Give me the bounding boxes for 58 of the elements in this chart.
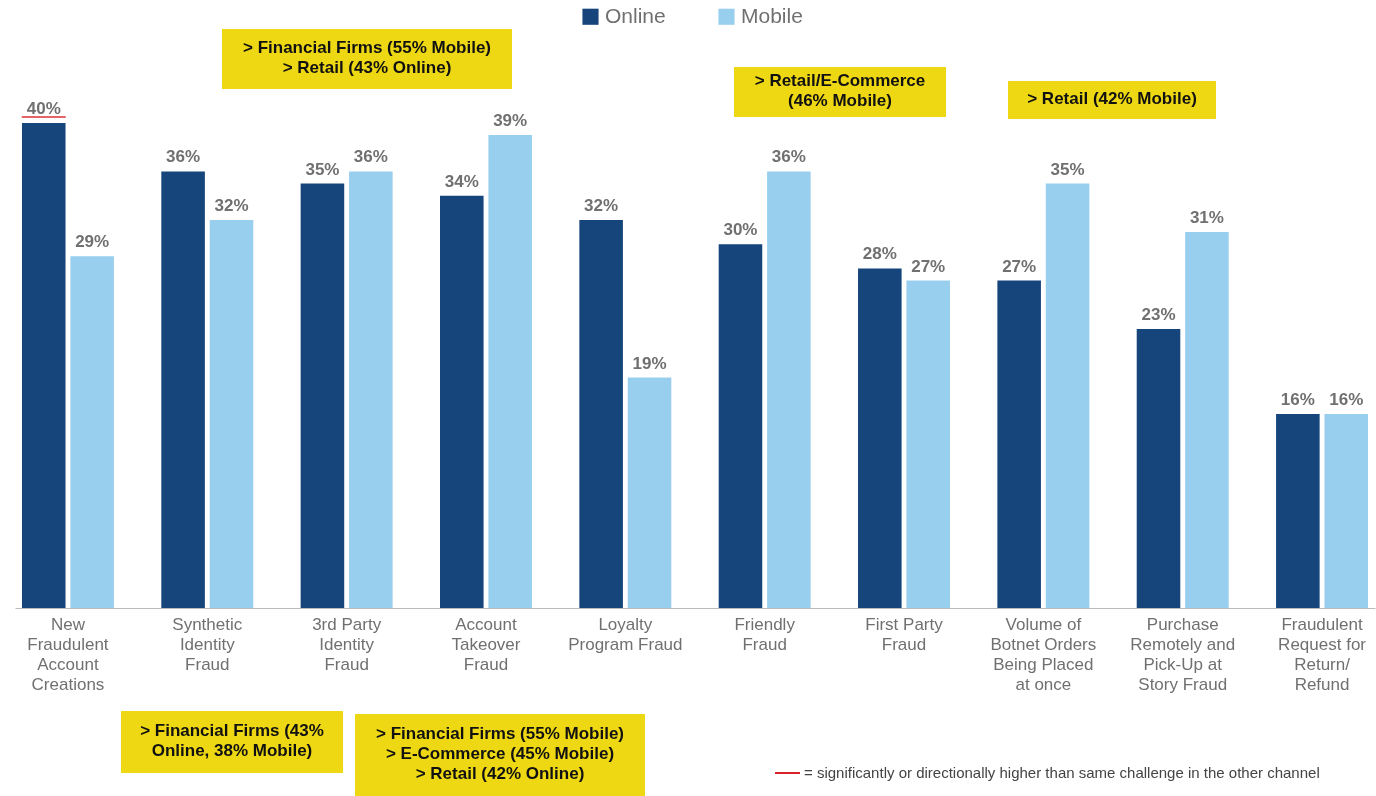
legend-label: Mobile [741, 3, 803, 27]
text: = significantly or directionally higher than same challenge in the other channel [804, 764, 1320, 781]
bar [300, 183, 345, 608]
bar [1324, 413, 1369, 608]
data-label: 40% [26, 98, 61, 118]
data-label: 35% [305, 159, 340, 179]
text: > Financial Firms (55% Mobile) > E-Commerce (45% Mobile) > Retail (42% Online) [376, 724, 624, 783]
bar [1045, 183, 1090, 608]
x-tick-label: Loyalty Program Fraud [568, 614, 683, 654]
bar [767, 171, 811, 608]
x-tick-label: Volume of Botnet Orders Being Placed at once [990, 614, 1097, 694]
data-label: 27% [911, 256, 946, 276]
legend-label: Online [605, 3, 666, 27]
bar [627, 377, 672, 608]
x-tick-label: Synthetic Identity Fraud [172, 614, 243, 674]
data-label: 31% [1189, 208, 1224, 228]
text: > Retail/E-Commerce (46% Mobile) [754, 71, 926, 110]
bar [21, 122, 66, 608]
data-label: 34% [444, 171, 479, 191]
bar [161, 171, 205, 608]
x-tick-label: Fraudulent Request for Return/ Refund [1278, 614, 1367, 694]
bar [440, 195, 484, 608]
data-label: 32% [584, 195, 619, 215]
data-label: 32% [214, 195, 249, 215]
text: > Retail (42% Mobile) [1027, 89, 1197, 108]
data-label: 16% [1329, 389, 1364, 409]
x-tick-label: New Fraudulent Account Creations [27, 614, 109, 694]
text: > Financial Firms (55% Mobile) > Retail (43% Online) [243, 38, 491, 77]
data-label: 16% [1280, 389, 1315, 409]
bar [1136, 329, 1181, 608]
data-label: 23% [1141, 305, 1176, 325]
data-label: 35% [1050, 159, 1085, 179]
bar [488, 135, 532, 608]
data-label: 36% [353, 147, 388, 167]
data-label: 27% [1002, 256, 1037, 276]
bar [718, 244, 763, 608]
x-tick-label: 3rd Party Identity Fraud [312, 614, 382, 674]
bar [209, 219, 254, 608]
bar [997, 280, 1041, 608]
x-tick-label: First Party Fraud [865, 614, 944, 654]
x-tick-label: Account Takeover Fraud [451, 614, 521, 674]
data-label: 39% [493, 111, 528, 131]
bar [349, 171, 393, 608]
data-label: 19% [632, 353, 667, 373]
data-label: 28% [862, 244, 897, 264]
x-tick-label: Friendly Fraud [734, 614, 796, 654]
bar [906, 280, 950, 608]
text: > Financial Firms (43% Online, 38% Mobile) [140, 721, 324, 760]
x-tick-label: Purchase Remotely and Pick-Up at Story Fraud [1130, 614, 1236, 694]
data-label: 36% [166, 147, 201, 167]
data-label: 36% [771, 147, 806, 167]
bar [1276, 413, 1320, 608]
data-label: 29% [75, 232, 110, 252]
bar [579, 219, 623, 608]
bar [70, 256, 114, 608]
bar [858, 268, 902, 608]
data-label: 30% [723, 220, 758, 240]
bar [1185, 232, 1229, 608]
